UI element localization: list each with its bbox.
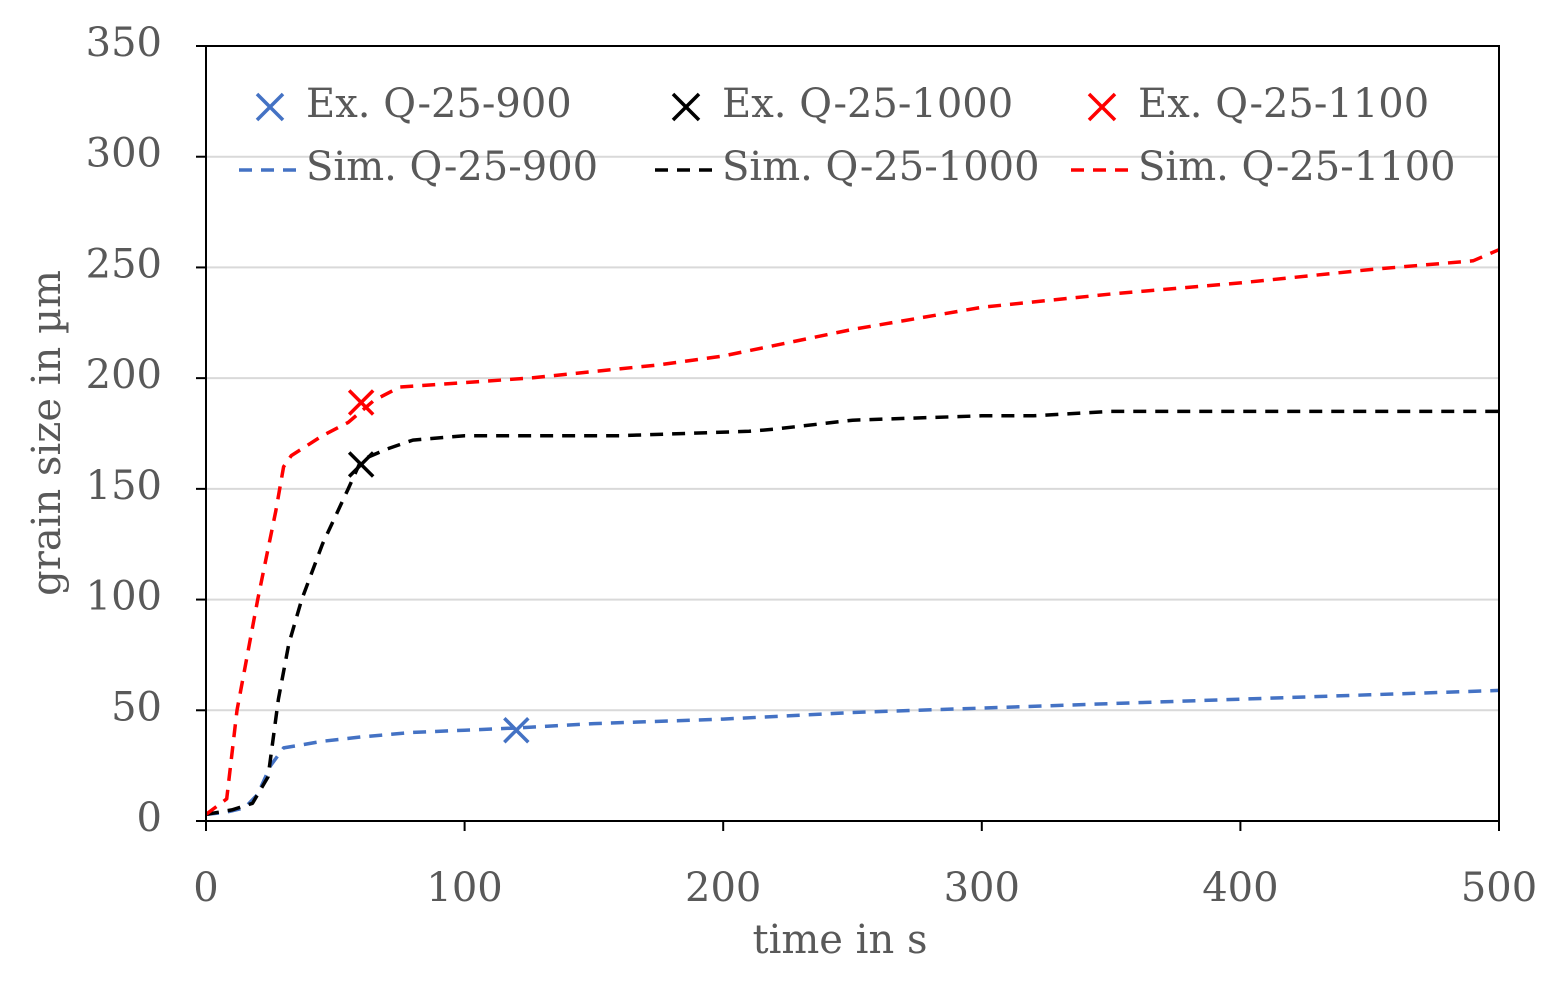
x-tick-label: 0: [193, 865, 218, 911]
legend-label-ex-q-25-900: Ex. Q-25-900: [306, 81, 572, 127]
y-tick-label: 200: [86, 352, 162, 398]
axis-tick-labels: 0 50 100 150 200 250 300 350 0 100 200 300 400 500: [86, 20, 1538, 911]
marker-ex-q-25-900: [503, 716, 530, 744]
y-tick-label: 50: [111, 684, 162, 730]
legend-label-ex-q-25-1000: Ex. Q-25-1000: [722, 81, 1013, 127]
legend-symbol-ex-q-25-1000: [671, 92, 701, 122]
x-tick-label: 300: [944, 865, 1020, 911]
y-tick-label: 150: [86, 463, 162, 509]
legend-symbol-ex-q-25-1100: [1087, 92, 1117, 122]
series-line-sim-q-25-1000: [205, 409, 1499, 817]
legend-label-sim-q-25-1000: Sim. Q-25-1000: [722, 144, 1040, 190]
x-tick-label: 200: [685, 865, 761, 911]
plot-frame: [205, 45, 1500, 822]
series-line-sim-q-25-900: [205, 688, 1500, 817]
y-tick-label: 350: [86, 20, 162, 66]
gridlines: [206, 155, 1499, 712]
y-tick-label: 300: [86, 131, 162, 177]
y-tick-label: 250: [86, 241, 162, 287]
x-tick-label: 500: [1461, 865, 1537, 911]
x-axis-title: time in s: [753, 917, 928, 963]
y-tick-label: 0: [137, 795, 162, 841]
y-axis-title: grain size in µm: [24, 270, 70, 596]
legend-label-sim-q-25-900: Sim. Q-25-900: [306, 144, 598, 190]
marker-ex-q-25-1000: [347, 451, 375, 478]
y-tick-label: 100: [86, 574, 162, 620]
legend: Ex. Q-25-900 Ex. Q-25-1000 Ex. Q-25-1100 Si…: [239, 81, 1456, 190]
x-tick-label: 400: [1202, 865, 1278, 911]
legend-label-ex-q-25-1100: Ex. Q-25-1100: [1138, 81, 1429, 127]
series-line-sim-q-25-1100: [204, 248, 1500, 816]
marker-ex-q-25-1100: [347, 389, 375, 416]
legend-label-sim-q-25-1100: Sim. Q-25-1100: [1138, 144, 1456, 190]
plot-markers: [347, 389, 530, 744]
axis-ticks: [196, 45, 1500, 831]
x-tick-label: 100: [426, 865, 502, 911]
legend-symbol-ex-q-25-900: [255, 92, 285, 122]
plot-series: [204, 248, 1500, 817]
